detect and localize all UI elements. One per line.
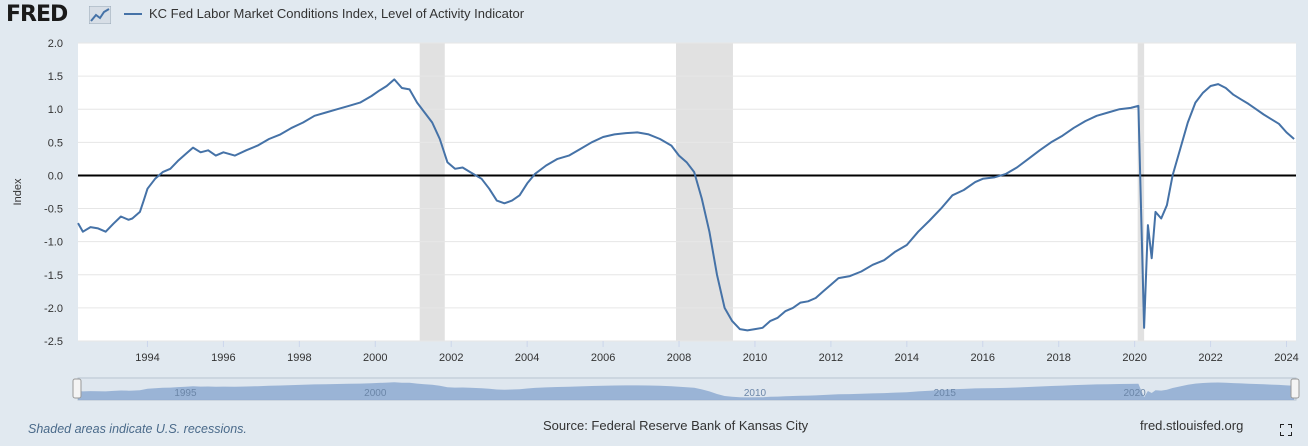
x-tick-label: 2016 — [971, 352, 995, 364]
navigator-label: 2000 — [364, 388, 387, 399]
x-tick-label: 2000 — [363, 352, 387, 364]
range-navigator[interactable]: 1995 2000 2010 2015 2020 — [72, 377, 1300, 401]
chart-header: FRED KC Fed Labor Market Conditions Inde… — [0, 0, 1308, 30]
series-line[interactable] — [77, 78, 1295, 332]
y-tick-label: 2.0 — [48, 38, 63, 50]
y-tick-label: -2.0 — [44, 303, 63, 315]
fred-url-link[interactable]: fred.stlouisfed.org — [1140, 418, 1244, 433]
y-tick-label: -1.5 — [44, 270, 63, 282]
chart-legend[interactable]: KC Fed Labor Market Conditions Index, Le… — [124, 6, 524, 21]
recession-band — [675, 43, 733, 341]
navigator-label: 1995 — [174, 388, 197, 399]
y-tick-label: 0.5 — [48, 137, 63, 149]
recession-band — [419, 43, 445, 341]
y-tick-label: 0.0 — [48, 170, 63, 182]
y-tick-label: 1.5 — [48, 71, 63, 83]
x-tick-label: 2024 — [1274, 352, 1298, 364]
fred-logo[interactable]: FRED — [6, 2, 68, 27]
x-tick-label: 2010 — [743, 352, 767, 364]
x-tick-label: 2014 — [895, 352, 919, 364]
legend-series-swatch — [124, 12, 142, 15]
x-tick-label: 1998 — [287, 352, 311, 364]
y-tick-label: -2.5 — [44, 336, 63, 348]
source-text: Source: Federal Reserve Bank of Kansas C… — [543, 418, 809, 433]
x-tick-label: 2004 — [515, 352, 539, 364]
navigator-label: 2010 — [744, 388, 767, 399]
x-tick-label: 2022 — [1198, 352, 1222, 364]
x-tick-label: 1996 — [211, 352, 235, 364]
y-tick-label: -0.5 — [44, 204, 63, 216]
navigator-label: 2020 — [1124, 388, 1147, 399]
x-tick-label: 2008 — [667, 352, 691, 364]
navigator-label: 2015 — [934, 388, 957, 399]
y-tick-label: -1.0 — [44, 237, 63, 249]
navigator-area — [78, 382, 1295, 400]
x-tick-label: 2006 — [591, 352, 615, 364]
recession-note: Shaded areas indicate U.S. recessions. — [28, 422, 247, 436]
x-tick-label: 2018 — [1046, 352, 1070, 364]
y-tick-label: 1.0 — [48, 104, 63, 116]
fullscreen-icon[interactable] — [1280, 424, 1292, 436]
navigator-left-handle[interactable] — [72, 378, 82, 399]
x-tick-label: 2012 — [819, 352, 843, 364]
y-axis-label: Index — [12, 178, 24, 205]
navigator-right-handle[interactable] — [1290, 378, 1300, 399]
x-tick-label: 1994 — [135, 352, 159, 364]
x-tick-label: 2020 — [1122, 352, 1146, 364]
x-tick-label: 2002 — [439, 352, 463, 364]
legend-series-label: KC Fed Labor Market Conditions Index, Le… — [149, 6, 525, 21]
fred-graph-icon — [89, 6, 111, 24]
